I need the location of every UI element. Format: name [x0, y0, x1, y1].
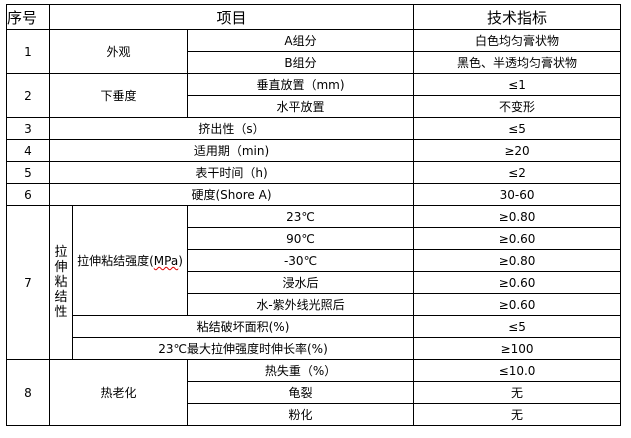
sub-item: 热失重（%）: [186, 359, 415, 382]
sub-item: 23℃最大拉伸强度时伸长率(%): [71, 337, 415, 360]
sub-item: A组分: [186, 29, 415, 52]
row-no: 8: [6, 359, 50, 426]
sub-label: 拉伸粘结强度(: [77, 254, 154, 268]
row-no: 3: [6, 117, 50, 140]
table-row: 龟裂无: [7, 381, 622, 404]
header-item: 项目: [48, 4, 415, 30]
item: 挤出性（s）: [48, 117, 415, 140]
row-no: 5: [6, 161, 50, 184]
spec: 黑色、半透均匀膏状物: [413, 51, 622, 74]
spec: 无: [413, 403, 622, 426]
row-no: 4: [6, 139, 50, 162]
table-row: 23℃最大拉伸强度时伸长率(%) ≥100: [7, 337, 622, 360]
spec: ≤2: [413, 161, 622, 184]
table-row: 6 硬度(Shore A) 30-60: [6, 183, 622, 206]
table-row: 5 表干时间（h) ≤2: [6, 161, 622, 184]
row-no: 7: [6, 205, 50, 360]
spec: ≥20: [413, 139, 622, 162]
sub-item: 龟裂: [186, 381, 415, 404]
spec: 不变形: [413, 95, 622, 118]
spec: ≤1: [413, 73, 622, 96]
condition: 水-紫外线光照后: [186, 293, 415, 316]
table-row: 1 外观 A组分 白色均匀膏状物: [6, 29, 622, 74]
header-row: 序号 项目 技术指标: [6, 4, 622, 30]
header-no: 序号: [6, 4, 50, 30]
spec: ≥100: [413, 337, 622, 360]
sub-item: 粉化: [186, 403, 415, 426]
item: 下垂度: [49, 73, 188, 118]
spec: 30-60: [413, 183, 622, 206]
table-row: 3 挤出性（s） ≤5: [6, 117, 622, 140]
table-row: 8 热老化 热失重（%） ≤10.0: [6, 359, 622, 426]
table-row: 浸水后 ≥0.60: [7, 271, 622, 294]
spec: ≥0.80: [413, 205, 622, 228]
row-no: 6: [6, 183, 50, 206]
spec: ≤5: [413, 315, 622, 338]
sub-item: 粘结破坏面积(%): [71, 315, 415, 338]
spec-table: 序号 项目 技术指标 1 外观 A组分 白色均匀膏状物 B组分 黑色、半透均匀膏状物 2…: [6, 4, 622, 426]
item: 外观: [49, 29, 188, 74]
item: 适用期（min): [48, 139, 415, 162]
sub-close: ): [178, 254, 183, 268]
sub-item: 水平放置: [186, 95, 415, 118]
spec: ≤10.0: [413, 359, 622, 382]
spec: 无: [413, 381, 622, 404]
spec: ≤5: [413, 117, 622, 140]
sub-item: B组分: [186, 51, 415, 74]
table-row: 90℃ ≥0.60: [7, 227, 622, 250]
condition: -30℃: [186, 249, 415, 272]
item: 表干时间（h): [48, 161, 415, 184]
table-row: 4 适用期（min) ≥20: [6, 139, 622, 162]
table-row: 2 下垂度 垂直放置（mm) ≤1: [6, 73, 622, 118]
spec: ≥0.60: [413, 271, 622, 294]
row-no: 2: [6, 73, 50, 118]
item: 热老化: [49, 359, 188, 426]
header-spec: 技术指标: [413, 4, 622, 30]
condition: 浸水后: [186, 271, 415, 294]
row-no: 1: [6, 29, 50, 74]
spec: ≥0.60: [413, 293, 622, 316]
sub-unit: MPa: [153, 254, 179, 268]
sub-item: 拉伸粘结强度(MPa): [72, 205, 188, 316]
spec: ≥0.80: [413, 249, 622, 272]
condition: 23℃: [186, 205, 415, 228]
table-row: 粉化无: [7, 403, 622, 426]
spec: ≥0.60: [413, 227, 622, 250]
spec: 白色均匀膏状物: [413, 29, 622, 52]
item-vertical: 拉伸粘结性: [49, 205, 73, 360]
item: 硬度(Shore A): [48, 183, 415, 206]
table-row: 7 拉伸粘结性 拉伸粘结强度(MPa) 23℃ ≥0.80: [6, 205, 622, 360]
condition: 90℃: [186, 227, 415, 250]
sub-item: 垂直放置（mm): [186, 73, 415, 96]
table-row: 粘结破坏面积(%) ≤5: [7, 315, 622, 338]
